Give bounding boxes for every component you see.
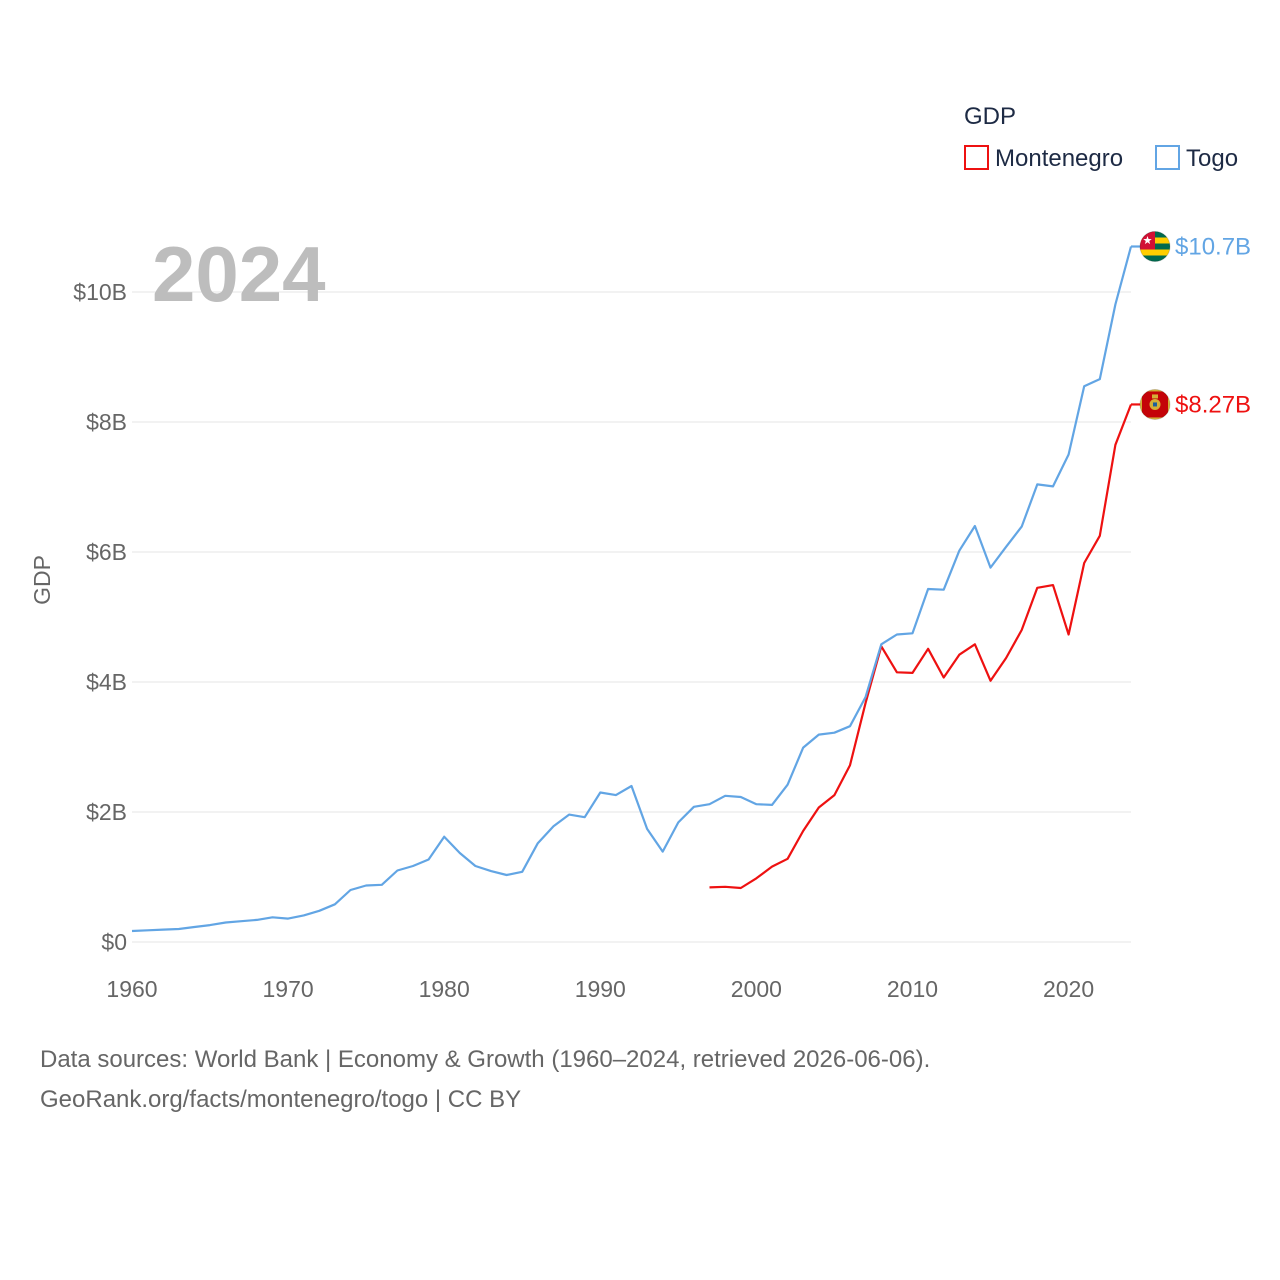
end-label-togo: $10.7B — [1175, 234, 1251, 261]
x-tick-label: 2000 — [731, 976, 782, 1002]
togo-flag-icon — [1139, 231, 1171, 262]
legend-swatch-montenegro — [964, 145, 989, 170]
legend-swatch-togo — [1155, 145, 1180, 170]
y-tick-label: $10B — [73, 279, 127, 305]
legend-label-togo: Togo — [1186, 145, 1238, 172]
year-label: 2024 — [152, 230, 326, 318]
legend-title: GDP — [964, 103, 1016, 130]
series-line-montenegro — [709, 404, 1133, 890]
y-axis-title: GDP — [29, 555, 55, 605]
montenegro-flag-icon — [1139, 388, 1171, 420]
legend-label-montenegro: Montenegro — [995, 145, 1123, 172]
y-tick-label: $2B — [86, 799, 127, 825]
series-lines — [131, 245, 1141, 933]
gdp-line-chart: $0 $2B $4B $6B $8B $10B 1960 1970 1980 1990 2000 2… — [29, 103, 1251, 1002]
y-tick-label: $0 — [101, 929, 127, 955]
y-tick-label: $8B — [86, 409, 127, 435]
data-sources-text: Data sources: World Bank | Economy & Gro… — [40, 1046, 931, 1073]
end-label-montenegro: $8.27B — [1175, 391, 1251, 418]
x-axis-ticks: 1960 1970 1980 1990 2000 2010 2020 — [106, 976, 1094, 1002]
y-tick-label: $6B — [86, 539, 127, 565]
end-markers: $8.27B $10.7B — [1139, 231, 1251, 420]
series-line-togo — [131, 246, 1133, 933]
legend: GDP Montenegro Togo — [964, 103, 1238, 172]
grid-lines — [132, 291, 1131, 943]
x-tick-label: 1990 — [575, 976, 626, 1002]
x-tick-label: 1970 — [263, 976, 314, 1002]
x-tick-label: 2020 — [1043, 976, 1094, 1002]
footer: Data sources: World Bank | Economy & Gro… — [40, 1040, 930, 1120]
y-axis-ticks: $0 $2B $4B $6B $8B $10B — [73, 279, 127, 955]
x-tick-label: 1980 — [419, 976, 470, 1002]
attribution-text: GeoRank.org/facts/montenegro/togo | CC B… — [40, 1086, 522, 1113]
x-tick-label: 2010 — [887, 976, 938, 1002]
x-tick-label: 1960 — [106, 976, 157, 1002]
y-tick-label: $4B — [86, 669, 127, 695]
